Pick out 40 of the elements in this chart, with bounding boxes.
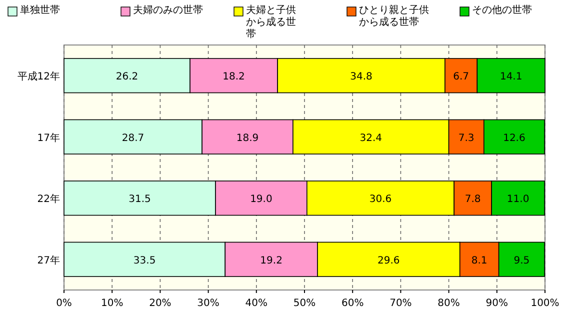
x-tick-label: 10% (100, 298, 124, 309)
data-label: 7.8 (464, 194, 481, 206)
x-tick-label: 50% (293, 298, 316, 309)
y-tick-label: 22年 (37, 193, 60, 206)
data-label: 9.5 (514, 255, 530, 266)
x-tick-label: 100% (530, 298, 560, 309)
data-label: 14.1 (500, 72, 522, 83)
data-label: 7.3 (458, 132, 474, 144)
x-tick-label: 60% (341, 298, 364, 309)
data-label: 33.5 (133, 255, 156, 266)
data-label: 34.8 (350, 72, 372, 83)
x-tick-label: 90% (486, 298, 508, 309)
x-tick-label: 70% (390, 298, 412, 309)
x-tick-label: 40% (245, 298, 268, 309)
x-tick-label: 20% (149, 298, 172, 309)
legend-label: 夫婦と子供から成る世帯 (246, 5, 297, 41)
data-label: 26.2 (116, 72, 138, 83)
x-tick-label: 80% (438, 298, 460, 309)
legend-label: 夫婦のみの世帯 (133, 5, 204, 17)
data-label: 11.0 (506, 194, 530, 206)
data-label: 6.7 (453, 72, 470, 83)
x-tick-label: 0% (56, 298, 72, 309)
data-label: 28.7 (122, 132, 144, 144)
legend-label: その他の世帯 (472, 5, 533, 17)
data-label: 30.6 (369, 194, 392, 206)
data-label: 8.1 (471, 255, 488, 266)
data-label: 19.0 (250, 194, 272, 206)
data-label: 18.2 (222, 72, 245, 83)
data-label: 18.9 (236, 132, 259, 144)
data-label: 12.6 (503, 132, 526, 144)
data-label: 19.2 (260, 255, 282, 266)
y-tick-label: 17年 (37, 132, 60, 144)
x-tick-label: 30% (197, 298, 220, 309)
y-tick-label: 平成12年 (17, 70, 60, 83)
data-label: 32.4 (360, 132, 382, 144)
legend-label: ひとり親と子供から成る世帯 (359, 5, 430, 29)
y-tick-label: 27年 (37, 254, 60, 266)
legend-label: 単独世帯 (20, 5, 61, 17)
data-label: 31.5 (128, 194, 151, 206)
data-label: 29.6 (378, 255, 400, 266)
